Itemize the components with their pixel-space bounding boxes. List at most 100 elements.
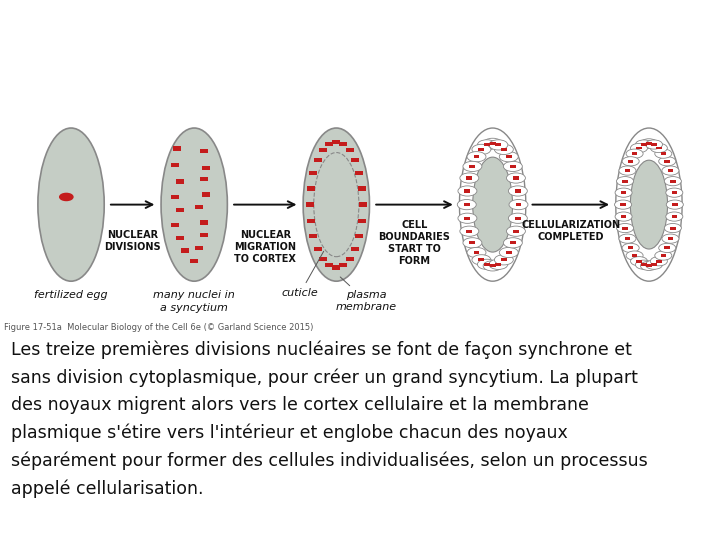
Bar xyxy=(665,246,670,249)
Circle shape xyxy=(616,177,634,186)
Bar xyxy=(660,254,666,257)
Bar xyxy=(358,219,366,223)
Circle shape xyxy=(477,259,496,269)
Circle shape xyxy=(506,173,526,183)
Bar xyxy=(628,246,634,249)
Circle shape xyxy=(509,199,528,210)
Circle shape xyxy=(645,140,662,149)
Bar xyxy=(622,180,628,183)
Bar xyxy=(652,263,657,266)
Bar xyxy=(621,191,626,194)
Circle shape xyxy=(654,149,672,158)
Bar xyxy=(171,163,179,167)
Circle shape xyxy=(499,247,518,258)
Bar xyxy=(358,186,366,191)
Bar xyxy=(313,247,322,251)
Circle shape xyxy=(615,200,631,209)
Bar xyxy=(484,143,490,146)
Bar xyxy=(621,203,626,206)
Circle shape xyxy=(631,144,647,153)
Circle shape xyxy=(665,177,681,186)
Ellipse shape xyxy=(473,157,513,252)
Bar xyxy=(636,260,642,262)
Circle shape xyxy=(666,188,683,197)
Circle shape xyxy=(640,261,657,271)
Bar xyxy=(181,248,189,253)
Circle shape xyxy=(60,193,73,200)
Bar xyxy=(339,263,347,267)
Circle shape xyxy=(495,255,513,265)
Bar xyxy=(176,235,184,240)
Bar xyxy=(346,257,354,261)
Text: fertilized egg: fertilized egg xyxy=(35,291,108,300)
Circle shape xyxy=(503,161,522,172)
Text: CELLULARIZATION
COMPLETED: CELLULARIZATION COMPLETED xyxy=(521,220,621,242)
Circle shape xyxy=(650,144,667,153)
Circle shape xyxy=(489,140,508,150)
Bar xyxy=(670,180,675,183)
Bar xyxy=(355,171,364,176)
Ellipse shape xyxy=(303,128,369,281)
Circle shape xyxy=(662,166,679,175)
Bar xyxy=(333,265,341,269)
Bar xyxy=(506,251,512,254)
Ellipse shape xyxy=(616,128,682,281)
Bar xyxy=(176,179,184,184)
Bar xyxy=(513,177,519,180)
Bar xyxy=(319,257,327,261)
Bar xyxy=(202,192,210,197)
Bar xyxy=(672,191,677,194)
Bar xyxy=(501,258,507,261)
Bar xyxy=(467,177,472,180)
Bar xyxy=(622,227,628,229)
Circle shape xyxy=(626,149,643,158)
Bar xyxy=(359,202,367,207)
Circle shape xyxy=(619,234,636,243)
Bar xyxy=(313,158,322,163)
Bar xyxy=(660,152,666,155)
Bar xyxy=(173,146,181,151)
Bar xyxy=(513,230,519,233)
Circle shape xyxy=(477,140,496,150)
Bar xyxy=(625,237,630,240)
Ellipse shape xyxy=(631,160,667,249)
Bar xyxy=(628,160,634,163)
Circle shape xyxy=(472,144,491,154)
Bar xyxy=(171,195,179,199)
Bar xyxy=(506,155,512,158)
Text: Figure 17-51a  Molecular Biology of the Cell 6e (© Garland Science 2015): Figure 17-51a Molecular Biology of the C… xyxy=(4,323,313,332)
Ellipse shape xyxy=(161,128,228,281)
Bar xyxy=(495,263,501,266)
Bar xyxy=(501,148,507,151)
Circle shape xyxy=(635,140,652,149)
Bar xyxy=(199,233,207,238)
Bar xyxy=(202,166,210,170)
Circle shape xyxy=(659,157,676,166)
Bar xyxy=(484,263,490,266)
Circle shape xyxy=(483,261,502,271)
Bar xyxy=(652,143,657,146)
Bar xyxy=(351,247,359,251)
Circle shape xyxy=(654,251,672,260)
Circle shape xyxy=(506,226,526,237)
Circle shape xyxy=(665,224,681,233)
Text: NUCLEAR
DIVISIONS: NUCLEAR DIVISIONS xyxy=(104,230,161,252)
Bar xyxy=(307,219,315,223)
Bar xyxy=(665,160,670,163)
Circle shape xyxy=(645,260,662,269)
Bar xyxy=(306,202,314,207)
Bar xyxy=(479,148,485,151)
Bar xyxy=(474,251,480,254)
Ellipse shape xyxy=(459,128,526,281)
Bar xyxy=(325,142,333,146)
Ellipse shape xyxy=(38,128,104,281)
Bar xyxy=(469,241,475,245)
Bar xyxy=(641,263,647,266)
Bar xyxy=(667,169,673,172)
Circle shape xyxy=(640,139,657,148)
Circle shape xyxy=(508,213,527,224)
Bar xyxy=(171,223,179,227)
Text: Mitose sans cytocinèse dans l'embryon précoce de Drosophila: Mitose sans cytocinèse dans l'embryon pr… xyxy=(6,14,720,36)
Bar xyxy=(636,146,642,150)
Bar xyxy=(464,190,470,193)
